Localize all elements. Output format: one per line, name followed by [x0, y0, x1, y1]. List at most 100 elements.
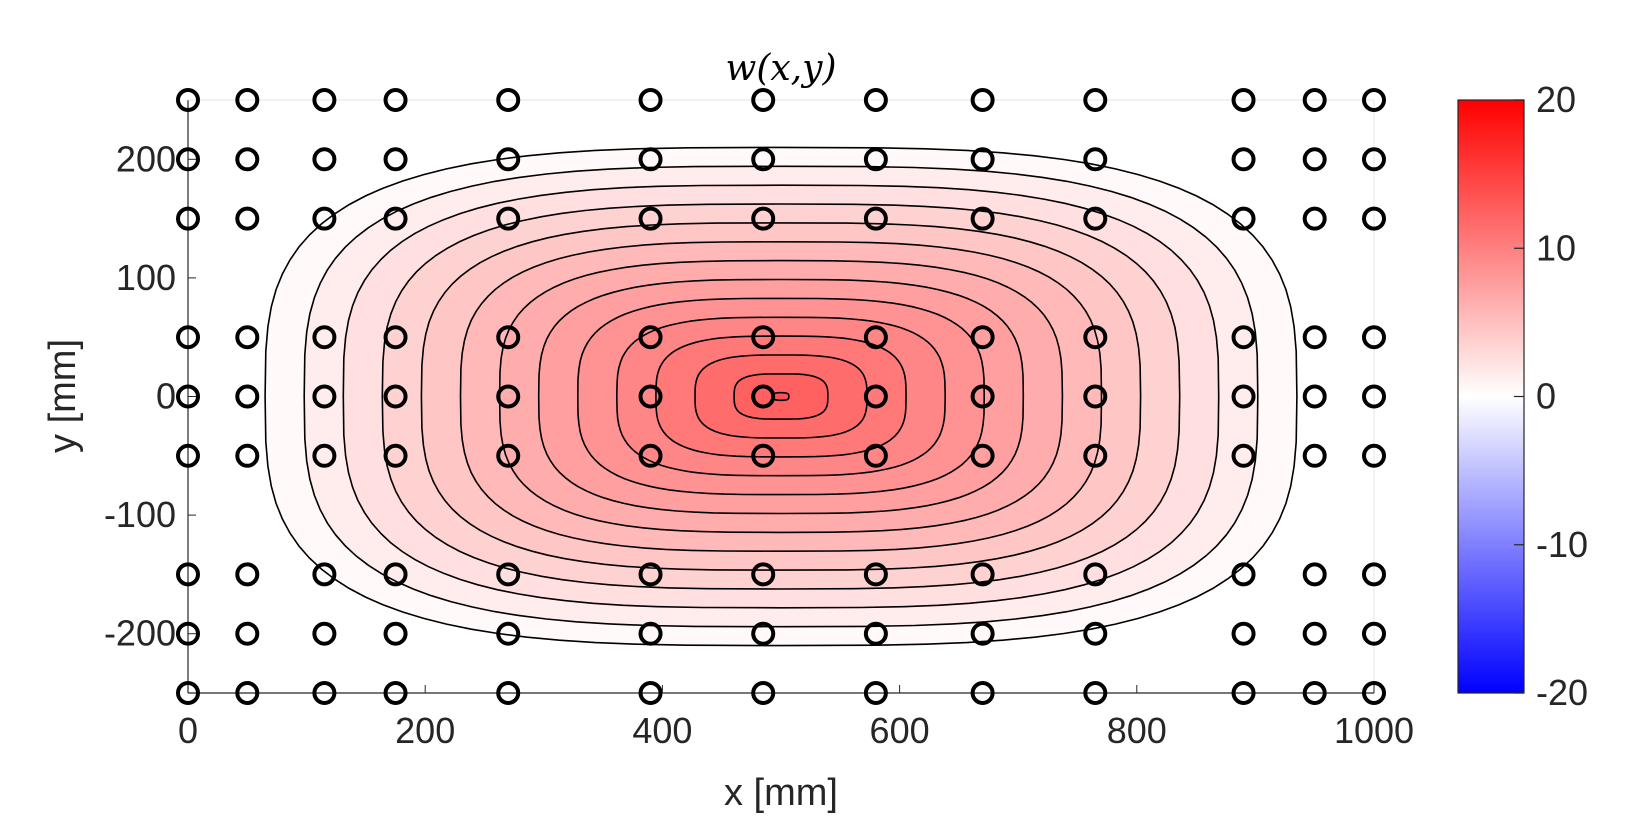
measurement-marker [1083, 206, 1108, 231]
measurement-marker [1302, 325, 1327, 350]
measurement-marker [863, 443, 888, 468]
measurement-marker [312, 325, 337, 350]
measurement-marker [383, 621, 408, 646]
contour-band [773, 392, 789, 401]
measurement-marker [1083, 384, 1108, 409]
measurement-marker [496, 562, 521, 587]
measurement-marker [496, 206, 521, 231]
measurement-marker [863, 681, 888, 705]
measurement-marker [863, 562, 888, 587]
chart-title: w(x,y) [726, 48, 837, 89]
x-tick-label: 400 [632, 710, 692, 751]
measurement-marker [1362, 325, 1386, 350]
measurement-marker [1362, 562, 1386, 587]
measurement-marker [235, 147, 260, 172]
measurement-marker [863, 325, 888, 350]
measurement-marker [496, 681, 521, 705]
measurement-marker [383, 206, 408, 231]
measurement-marker [1302, 621, 1327, 646]
measurement-marker [970, 88, 995, 112]
measurement-marker [312, 147, 337, 172]
x-axis-label: x [mm] [724, 772, 838, 814]
measurement-marker [312, 384, 337, 409]
measurement-marker [383, 681, 408, 705]
measurement-marker [970, 443, 995, 468]
measurement-marker [751, 621, 776, 646]
measurement-marker [638, 443, 663, 468]
measurement-marker [235, 681, 260, 705]
measurement-marker [1231, 384, 1256, 409]
contour-line [459, 240, 1103, 553]
measurement-marker [751, 681, 776, 705]
measurement-marker [1362, 621, 1386, 646]
colorbar-tick-label: 10 [1536, 227, 1576, 268]
measurement-marker [638, 384, 663, 409]
measurement-marker [496, 325, 521, 350]
measurement-marker [751, 443, 776, 468]
measurement-marker [383, 443, 408, 468]
y-tick-label: 100 [116, 257, 176, 298]
measurement-marker [312, 681, 337, 705]
measurement-marker [235, 443, 260, 468]
measurement-marker [235, 88, 260, 112]
measurement-marker [496, 147, 521, 172]
contour-line [342, 184, 1220, 609]
measurement-marker [1362, 384, 1386, 409]
measurement-marker [638, 88, 663, 112]
measurement-marker [383, 88, 408, 112]
measurement-marker [235, 621, 260, 646]
contour-line [381, 203, 1181, 590]
measurement-marker [176, 206, 200, 231]
measurement-marker [176, 443, 200, 468]
measurement-marker [383, 147, 408, 172]
measurement-marker [970, 562, 995, 587]
contour-line [264, 146, 1298, 647]
marker-layer [176, 88, 1386, 705]
y-axis-label: y [mm] [42, 339, 84, 453]
measurement-marker [1362, 681, 1386, 705]
measurement-marker [1231, 621, 1256, 646]
measurement-marker [312, 206, 337, 231]
colorbar-tick-label: -10 [1536, 524, 1588, 565]
measurement-marker [383, 325, 408, 350]
measurement-marker [1083, 621, 1108, 646]
measurement-marker [863, 88, 888, 112]
x-tick-label: 1000 [1334, 710, 1414, 751]
measurement-marker [863, 384, 888, 409]
y-tick-label: -100 [104, 494, 176, 535]
measurement-marker [1302, 88, 1327, 112]
colorbar-tick-label: -20 [1536, 672, 1588, 713]
measurement-marker [970, 147, 995, 172]
contour-line [420, 222, 1142, 571]
measurement-marker [383, 384, 408, 409]
measurement-marker [638, 621, 663, 646]
measurement-marker [176, 88, 200, 112]
colorbar-tick-label: 0 [1536, 376, 1556, 417]
measurement-marker [235, 325, 260, 350]
measurement-marker [496, 443, 521, 468]
colorbar: 20 10 0 -10 -20 [1457, 79, 1588, 713]
measurement-marker [638, 206, 663, 231]
measurement-marker [1231, 681, 1256, 705]
contour-line [303, 165, 1259, 628]
measurement-marker [176, 384, 200, 409]
measurement-marker [1083, 325, 1108, 350]
measurement-marker [1231, 147, 1256, 172]
measurement-marker [176, 562, 200, 587]
measurement-marker [638, 325, 663, 350]
measurement-marker [383, 562, 408, 587]
measurement-marker [970, 206, 995, 231]
measurement-marker [751, 206, 776, 231]
measurement-marker [1231, 88, 1256, 112]
measurement-marker [970, 621, 995, 646]
measurement-marker [1083, 88, 1108, 112]
measurement-marker [176, 621, 200, 646]
measurement-marker [1302, 147, 1327, 172]
tick-labels: 0 200 400 600 800 1000 -200 -100 0 100 200 [104, 138, 1414, 751]
measurement-marker [863, 147, 888, 172]
measurement-marker [1231, 206, 1256, 231]
measurement-marker [1083, 562, 1108, 587]
measurement-marker [638, 562, 663, 587]
measurement-marker [863, 621, 888, 646]
measurement-marker [312, 88, 337, 112]
